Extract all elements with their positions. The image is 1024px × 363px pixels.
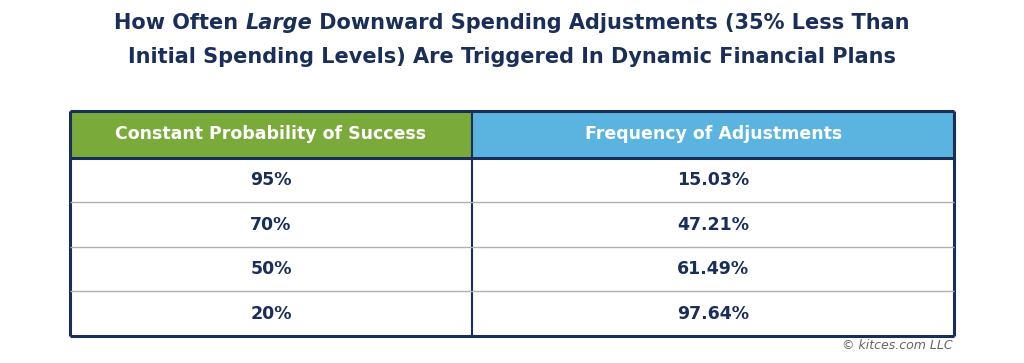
Text: Frequency of Adjustments: Frequency of Adjustments [585, 125, 842, 143]
Text: 61.49%: 61.49% [677, 260, 750, 278]
Text: 97.64%: 97.64% [677, 305, 750, 323]
FancyBboxPatch shape [472, 111, 954, 158]
Point [466, 334, 478, 338]
Text: Constant Probability of Success: Constant Probability of Success [116, 125, 426, 143]
Text: 95%: 95% [250, 171, 292, 189]
Text: 70%: 70% [250, 216, 292, 234]
Point [466, 109, 478, 113]
Text: 50%: 50% [250, 260, 292, 278]
Text: 15.03%: 15.03% [677, 171, 750, 189]
Text: 20%: 20% [250, 305, 292, 323]
FancyBboxPatch shape [70, 111, 472, 158]
Text: © kitces.com LLC: © kitces.com LLC [842, 339, 952, 352]
Text: 47.21%: 47.21% [677, 216, 750, 234]
Point [63, 334, 76, 338]
Text: Downward Spending Adjustments (35% Less Than: Downward Spending Adjustments (35% Less … [312, 13, 909, 33]
Point [948, 109, 961, 113]
Text: Initial Spending Levels) Are Triggered In Dynamic Financial Plans: Initial Spending Levels) Are Triggered I… [128, 47, 896, 67]
FancyBboxPatch shape [70, 158, 954, 336]
Point [948, 334, 961, 338]
Point [63, 109, 76, 113]
Text: How Often: How Often [115, 13, 246, 33]
Text: Large: Large [246, 13, 312, 33]
